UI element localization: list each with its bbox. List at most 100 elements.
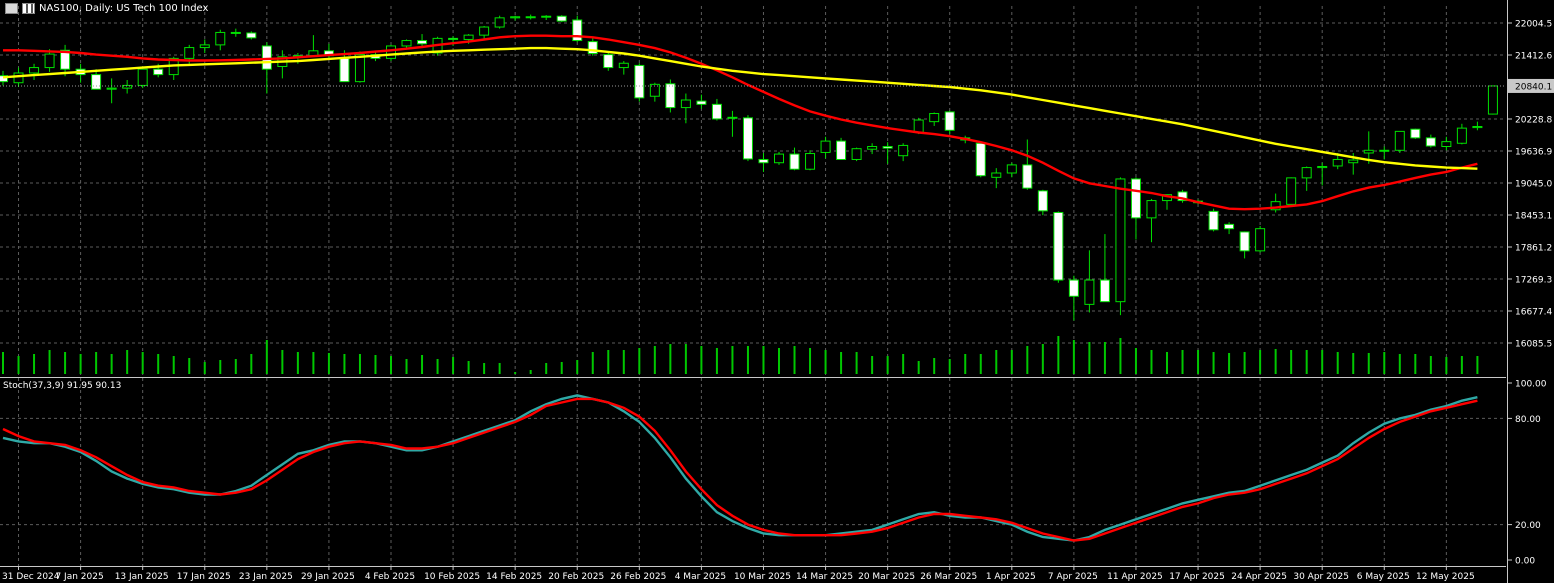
candle	[494, 15, 505, 29]
candle	[820, 136, 831, 159]
candle-body	[417, 40, 428, 45]
candle	[541, 15, 552, 20]
candle-body	[603, 54, 614, 69]
candle	[230, 28, 241, 37]
candle	[1068, 275, 1079, 321]
candle-body	[339, 57, 350, 83]
candle	[836, 137, 847, 161]
candle	[479, 25, 490, 40]
candle	[805, 150, 816, 171]
candle	[944, 110, 955, 135]
candle	[1472, 121, 1483, 131]
candle	[1410, 128, 1421, 139]
candle-body	[1286, 177, 1297, 205]
candle-body	[153, 68, 164, 76]
date-tick-label: 14 Mar 2025	[796, 572, 853, 582]
date-tick-label: 29 Jan 2025	[301, 572, 355, 582]
date-tick-label: 30 Apr 2025	[1293, 572, 1349, 582]
chart-menu-icon[interactable]	[5, 3, 18, 14]
candle-body	[1053, 211, 1064, 281]
chart-type-icon[interactable]	[22, 3, 35, 14]
date-tick-label: 17 Apr 2025	[1169, 572, 1225, 582]
candle	[1239, 231, 1250, 259]
candle-body	[1099, 279, 1110, 303]
candle-body	[774, 153, 784, 164]
price-tick-label: 17269.3	[1515, 276, 1552, 286]
date-tick-label: 4 Mar 2025	[675, 572, 726, 582]
date-tick-label: 1 Apr 2025	[986, 572, 1036, 582]
candle	[587, 38, 598, 56]
candle	[603, 51, 614, 71]
candle	[1425, 134, 1436, 148]
candle	[1270, 193, 1281, 213]
candle-body	[261, 45, 272, 70]
candle	[711, 98, 722, 121]
candle	[618, 61, 629, 75]
candle	[1022, 139, 1033, 190]
candle	[1255, 225, 1266, 253]
candle-body	[711, 103, 722, 120]
candle-body	[975, 142, 986, 177]
candle-body	[1487, 85, 1498, 115]
price-tick-label: 16085.5	[1515, 340, 1552, 350]
date-tick-label: 20 Feb 2025	[548, 572, 604, 582]
candle-body	[1255, 228, 1266, 252]
candle	[758, 152, 769, 172]
ma-slow-line	[2, 46, 1478, 170]
candle-body	[929, 113, 940, 123]
stoch-tick-label: 80.00	[1515, 415, 1541, 425]
candle	[1130, 177, 1141, 240]
price-tick-label: 19045.0	[1515, 180, 1552, 190]
candle	[929, 112, 940, 126]
date-tick-label: 31 Dec 2024	[2, 572, 60, 582]
candle	[1379, 146, 1390, 160]
candle-body	[1456, 127, 1467, 144]
candle	[1394, 130, 1405, 153]
candle-body	[184, 47, 195, 59]
candle-body	[587, 41, 598, 55]
candle	[122, 80, 133, 94]
candle-body	[1037, 190, 1048, 212]
candle	[0, 70, 8, 86]
date-tick-label: 11 Apr 2025	[1107, 572, 1163, 582]
candle-body	[1394, 130, 1405, 151]
candle-body	[1208, 210, 1219, 231]
candle	[1006, 162, 1017, 178]
volume-bars	[2, 336, 1479, 374]
date-tick-label: 7 Jan 2025	[55, 572, 103, 582]
candle-body	[665, 83, 676, 109]
stoch-tick-label: 100.00	[1515, 380, 1547, 390]
stoch-tick-label: 20.00	[1515, 521, 1541, 531]
candle	[898, 143, 909, 162]
candle	[91, 69, 102, 90]
date-tick-label: 17 Jan 2025	[177, 572, 231, 582]
price-tick-label: 17861.2	[1515, 244, 1552, 254]
candle	[1208, 208, 1219, 232]
candle-body	[1332, 158, 1343, 167]
candle-body	[898, 144, 909, 157]
candle-body	[696, 100, 707, 105]
candle	[1224, 222, 1235, 235]
candle-body	[727, 116, 738, 119]
date-tick-label: 14 Feb 2025	[486, 572, 542, 582]
date-tick-label: 23 Jan 2025	[239, 572, 293, 582]
candle-body	[29, 67, 40, 74]
moving-averages	[2, 34, 1478, 211]
date-tick-label: 4 Feb 2025	[365, 572, 415, 582]
candle	[417, 34, 428, 48]
candle	[106, 78, 117, 104]
candle-body	[448, 37, 459, 40]
candle	[696, 94, 707, 109]
candle-body	[742, 117, 753, 160]
candle-body	[122, 84, 133, 89]
candle	[137, 68, 148, 89]
candle-body	[572, 19, 583, 42]
candle-body	[556, 15, 567, 22]
ma-fast-line	[3, 34, 1478, 211]
date-tick-label: 12 May 2025	[1416, 572, 1475, 582]
candle-body	[1068, 279, 1079, 297]
candle	[634, 63, 645, 102]
candle-body	[230, 31, 241, 34]
candle-body	[836, 140, 847, 160]
